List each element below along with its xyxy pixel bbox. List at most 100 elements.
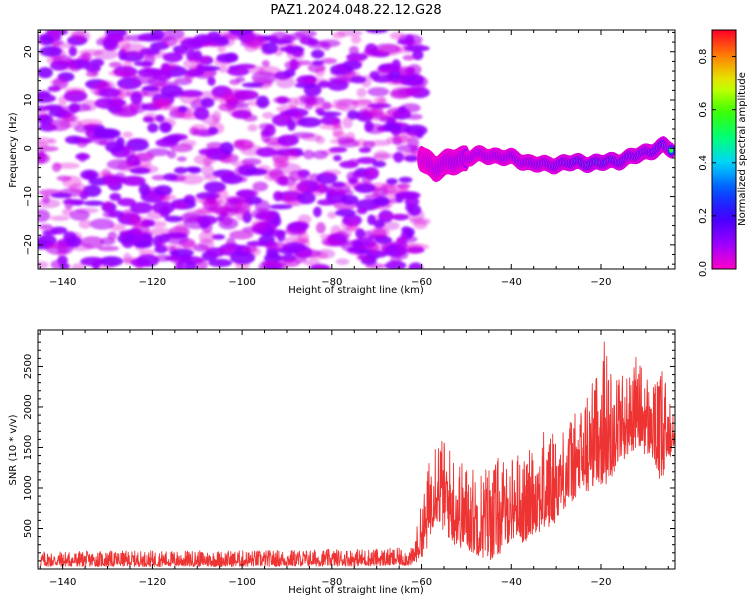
spectrogram-noise-blob bbox=[335, 258, 350, 265]
spectrogram-noise-blob bbox=[136, 254, 160, 267]
spectrogram-noise-blob bbox=[356, 88, 367, 98]
spectrogram-noise-blob bbox=[393, 151, 404, 163]
spectrogram-noise-blob bbox=[134, 240, 153, 249]
spectrogram-noise-blob bbox=[215, 188, 229, 202]
spectrogram-noise-blob bbox=[152, 201, 175, 214]
spectrogram-noise-blob bbox=[275, 176, 297, 187]
spectrogram-noise-blob bbox=[297, 117, 322, 128]
spectrogram-noise-blob bbox=[117, 85, 130, 99]
spectrogram-noise-blob bbox=[198, 230, 216, 244]
spectrogram-y-ticks: −20 −10 0 10 20 bbox=[23, 31, 675, 265]
spectrogram-noise-blob bbox=[38, 93, 57, 104]
spectrogram-noise-blob bbox=[356, 207, 368, 215]
spectrogram-noise-blob bbox=[105, 141, 125, 153]
spectrogram-y-tick-label: −20 bbox=[23, 234, 34, 255]
spectrogram-noise-blob bbox=[412, 49, 424, 61]
spectrogram-noise-blob bbox=[315, 136, 326, 145]
spectrogram-noise-blob bbox=[400, 132, 418, 138]
spectrogram-noise-blob bbox=[90, 58, 105, 67]
spectrogram-noise-blob bbox=[160, 84, 184, 97]
spectrogram-noise-blob bbox=[325, 183, 351, 195]
spectrogram-noise-blob bbox=[369, 70, 380, 80]
snr-y-tick-label: 1000 bbox=[23, 475, 34, 500]
spectrogram-noise-blob bbox=[201, 164, 215, 177]
spectrogram-noise-blob bbox=[251, 71, 277, 85]
spectrogram-noise-blob bbox=[236, 91, 256, 100]
spectrogram-noise-blob bbox=[80, 236, 105, 249]
spectrogram-noise-blob bbox=[366, 112, 388, 121]
spectrogram-noise-blob bbox=[355, 228, 366, 239]
spectrogram-noise-blob bbox=[122, 131, 133, 138]
spectrogram-noise-blob bbox=[401, 226, 412, 234]
spectrogram-noise-blob bbox=[212, 234, 226, 240]
spectrogram-noise-blob bbox=[398, 191, 421, 200]
spectrogram-noise-blob bbox=[203, 201, 221, 208]
spectrogram-noise-blob bbox=[244, 44, 258, 52]
spectrogram-y-tick-label: −10 bbox=[23, 186, 34, 207]
snr-y-tick-label: 1500 bbox=[23, 435, 34, 460]
spectrogram-noise-blob bbox=[155, 114, 165, 123]
spectrogram-noise-blob bbox=[61, 208, 73, 216]
snr-x-ticks: −140 −120 −100 −80 −60 −40 −20 bbox=[39, 330, 669, 588]
spectrogram-noise-blob bbox=[273, 190, 284, 202]
spectrogram-noise-blob bbox=[318, 80, 330, 88]
spectrogram-noise-blob bbox=[102, 200, 114, 212]
spectrogram-noise-blob bbox=[50, 192, 72, 199]
spectrogram-noise-blob bbox=[333, 155, 342, 162]
spectrogram-noise-blob bbox=[130, 92, 143, 104]
spectrogram-noise-blob bbox=[111, 96, 124, 110]
spectrogram-noise-blob bbox=[300, 176, 309, 186]
spectrogram-noise-blob bbox=[354, 183, 376, 194]
colorbar-tick-label: 0.2 bbox=[698, 208, 709, 224]
spectrogram-noise-blob bbox=[264, 241, 287, 251]
spectrogram-noise-blob bbox=[38, 110, 48, 118]
spectrogram-noise-blob bbox=[125, 34, 151, 42]
spectrogram-noise-blob bbox=[129, 202, 153, 214]
spectrogram-noise-blob bbox=[117, 233, 136, 244]
spectrogram-noise-blob bbox=[287, 182, 311, 193]
spectrogram-noise-blob bbox=[229, 251, 256, 265]
spectrogram-y-tick-label: 0 bbox=[23, 145, 34, 151]
spectrogram-noise-blob bbox=[154, 245, 168, 254]
spectrogram-noise-blob bbox=[220, 247, 233, 254]
spectrogram-noise-blob bbox=[367, 87, 390, 97]
snr-x-tick-label: −40 bbox=[501, 577, 522, 588]
spectrogram-noise-blob bbox=[315, 222, 326, 234]
snr-frame bbox=[37, 329, 676, 570]
spectrogram-noise-blob bbox=[312, 103, 335, 109]
spectrogram-noise-blob bbox=[58, 119, 82, 129]
spectrogram-noise-blob bbox=[89, 218, 115, 230]
spectrogram-noise-blob bbox=[314, 265, 325, 269]
spectrogram-noise-blob bbox=[382, 221, 400, 231]
spectrogram-noise-blob bbox=[251, 219, 268, 229]
spectrogram-noise-blob bbox=[192, 128, 212, 137]
spectrogram-noise-blob bbox=[182, 240, 197, 251]
spectrogram-noise-blob bbox=[262, 111, 275, 119]
spectrogram-ridge-cell bbox=[669, 148, 674, 153]
spectrogram-noise-blob bbox=[273, 216, 282, 227]
spectrogram-noise-blob bbox=[261, 42, 279, 55]
spectrogram-noise-blob bbox=[320, 57, 338, 65]
spectrogram-noise-blob bbox=[211, 35, 229, 44]
spectrogram-y-label: Frequency (Hz) bbox=[8, 112, 19, 188]
spectrogram-noise-blob bbox=[107, 231, 118, 240]
spectrogram-noise-blob bbox=[201, 42, 221, 48]
spectrogram-noise-blob bbox=[304, 96, 325, 105]
spectrogram-noise-blob bbox=[102, 211, 117, 218]
spectrogram-noise-blob bbox=[156, 98, 173, 109]
spectrogram-noise-blob bbox=[194, 197, 217, 204]
spectrogram-noise-blob bbox=[132, 74, 157, 85]
spectrogram-noise-blob bbox=[179, 174, 204, 185]
spectrogram-noise-blob bbox=[235, 76, 246, 83]
spectrogram-noise-blob bbox=[310, 49, 325, 59]
spectrogram-noise-blob bbox=[396, 66, 414, 78]
spectrogram-noise-blob bbox=[269, 204, 293, 210]
spectrogram-noise-blob bbox=[71, 263, 86, 269]
spectrogram-noise-blob bbox=[89, 83, 101, 95]
spectrogram-noise-blob bbox=[281, 258, 301, 268]
spectrogram-noise-blob bbox=[312, 150, 329, 160]
spectrogram-noise-blob bbox=[342, 60, 362, 71]
spectrogram-noise-blob bbox=[258, 211, 275, 221]
spectrogram-noise-blob bbox=[103, 177, 119, 187]
spectrogram-noise-blob bbox=[413, 219, 428, 230]
